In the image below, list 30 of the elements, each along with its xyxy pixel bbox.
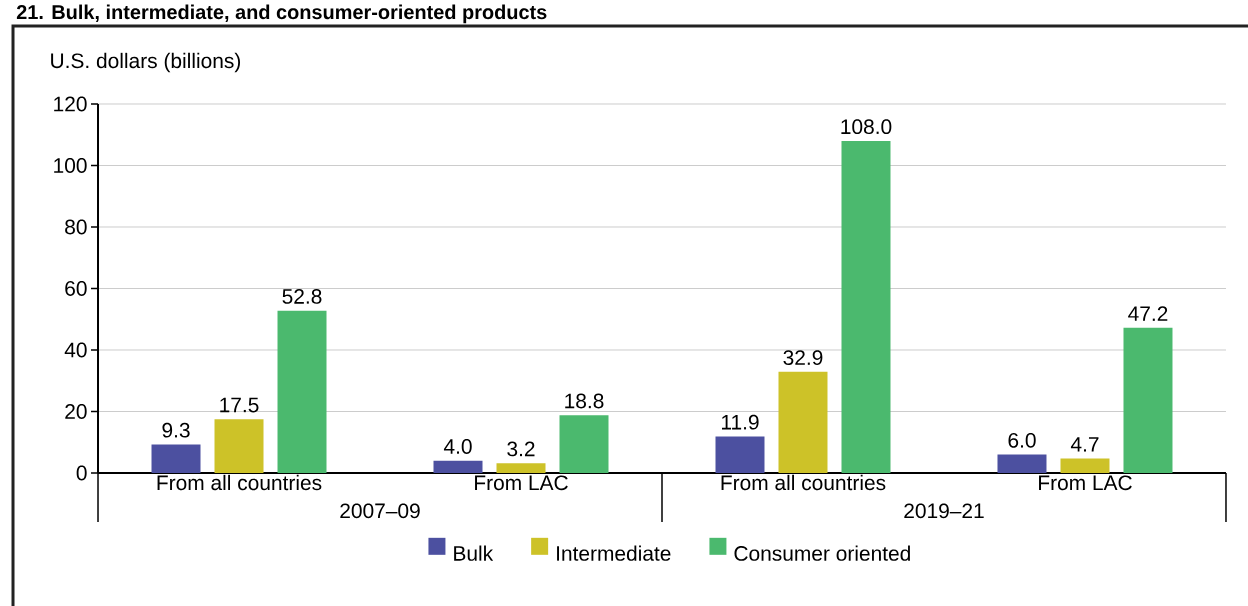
- data-label: 18.8: [565, 393, 604, 409]
- data-label: 4.0: [443, 439, 472, 454]
- y-tick-label: 80: [65, 219, 87, 235]
- x-tick-label: From all countries: [721, 474, 886, 491]
- x-tick-label: From LAC: [1039, 475, 1132, 491]
- x-tick-label: From all countries: [157, 474, 322, 491]
- data-label: 47.2: [1128, 306, 1168, 321]
- y-tick-label: 120: [54, 96, 87, 112]
- data-label: 4.7: [1070, 437, 1099, 452]
- data-label: 52.8: [282, 289, 322, 304]
- data-label: 9.3: [162, 422, 190, 438]
- y-tick-label: 60: [65, 281, 87, 296]
- legend-label: Consumer oriented: [734, 545, 910, 561]
- y-axis-title: U.S. dollars (billions): [51, 52, 241, 73]
- legend-label: Intermediate: [557, 545, 671, 561]
- y-tick-label: 100: [54, 158, 87, 173]
- text: 2019–21: [904, 503, 984, 519]
- data-label: 32.9: [783, 350, 823, 366]
- data-label: 17.5: [220, 397, 259, 413]
- text: 2007–09: [340, 503, 420, 519]
- data-label: 11.9: [722, 414, 759, 430]
- y-tick-label: 0: [76, 465, 87, 481]
- legend-label: Bulk: [454, 545, 494, 561]
- x-tick-label: From LAC: [475, 475, 568, 491]
- y-tick-label: 20: [65, 404, 87, 419]
- y-tick-label: 40: [64, 342, 87, 358]
- data-label: 6.0: [1008, 432, 1036, 448]
- data-label: 108.0: [841, 119, 892, 135]
- chart-title: 21. Bulk, intermediate, and consumer-oriented products: [16, 4, 547, 24]
- data-label: 3.2: [507, 441, 535, 457]
